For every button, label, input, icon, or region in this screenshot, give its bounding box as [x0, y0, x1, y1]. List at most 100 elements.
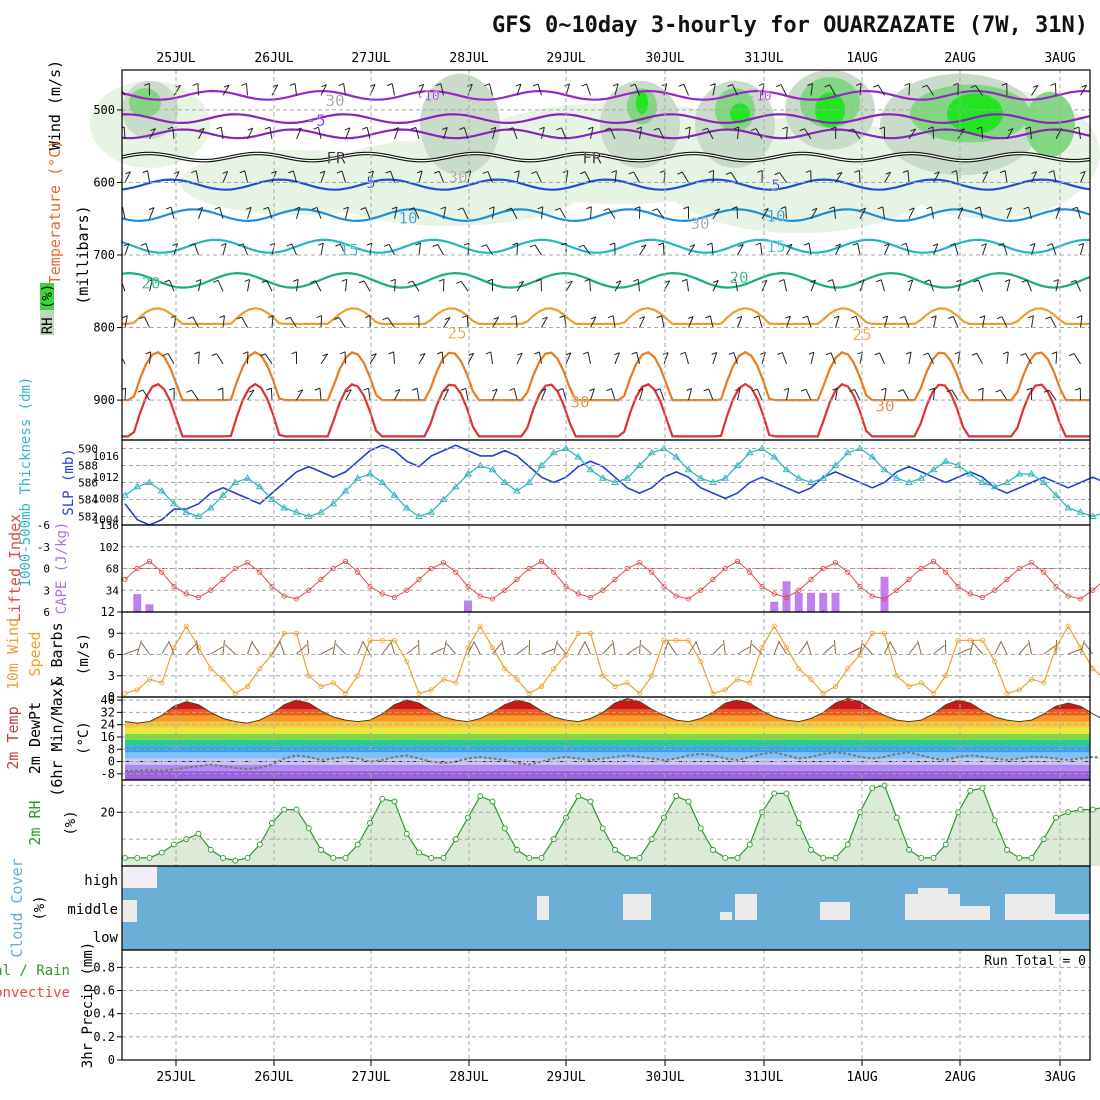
upper-wind-barb — [245, 83, 248, 96]
upper-wind-barb-flag — [1078, 242, 1084, 246]
wind-speed-point — [771, 623, 777, 629]
upper-wind-barb-flag — [981, 243, 987, 247]
cloud-patch — [122, 866, 157, 888]
precip-tick-0.8: 0.8 — [93, 960, 115, 974]
upper-wind-barb-flag — [735, 387, 741, 391]
upper-wind-barb — [222, 171, 229, 183]
thickness-point — [451, 482, 460, 490]
upper-wind-barb — [198, 351, 200, 364]
thickness-point — [182, 508, 191, 515]
wind-barb — [1068, 648, 1082, 655]
upper-wind-barb — [907, 170, 910, 183]
upper-wind-barb-flag — [807, 83, 813, 86]
rh-shade-8 — [600, 80, 680, 168]
upper-wind-barb — [172, 126, 175, 139]
upper-wind-barb — [143, 316, 150, 328]
wind-barb — [224, 644, 236, 655]
upper-wind-barb — [731, 84, 738, 96]
upper-wind-barb — [976, 352, 983, 365]
wind-tick-6: 6 — [108, 648, 115, 662]
upper-wind-barb-flag — [755, 242, 761, 246]
upper-wind-barb — [390, 170, 395, 183]
rh-point — [1077, 806, 1084, 813]
upper-wind-barb-flag — [512, 242, 518, 246]
li-point — [538, 558, 545, 564]
upper-wind-barb — [270, 388, 273, 401]
wind-barb — [553, 640, 558, 655]
rh-point — [734, 854, 741, 861]
upper-wind-barb-flag — [731, 206, 738, 210]
upper-wind-barb-flag — [1045, 316, 1051, 320]
upper-wind-barb — [633, 171, 640, 183]
upper-wind-barb — [590, 127, 594, 140]
upper-wind-barb — [320, 353, 329, 365]
upper-wind-barb-flag — [810, 279, 816, 283]
thickness-tick-588: 588 — [78, 460, 98, 473]
upper-wind-barb — [561, 127, 567, 140]
pressure-tick-600: 600 — [93, 175, 115, 189]
temp-line — [124, 697, 1100, 724]
upper-wind-barb — [1006, 351, 1009, 364]
date-label-bottom-31JUL: 31JUL — [744, 1070, 783, 1085]
upper-wind-barb — [1080, 315, 1083, 328]
upper-wind-barb-flag — [750, 128, 757, 131]
upper-wind-barb-flag — [710, 83, 716, 87]
upper-wind-barb-flag — [736, 315, 742, 319]
thickness-point — [843, 448, 852, 456]
li-point — [367, 584, 373, 590]
upper-left-label-temp: Temperature (°C) — [46, 140, 64, 285]
wind-speed-point — [624, 680, 630, 686]
upper-wind-barb — [194, 243, 199, 256]
upper-wind-barb — [320, 84, 327, 96]
upper-wind-barb — [314, 280, 322, 292]
date-label-bottom-27JUL: 27JUL — [351, 1070, 390, 1085]
upper-wind-barb-flag — [361, 126, 368, 130]
upper-wind-barb-flag — [297, 389, 303, 393]
upper-wind-barb-flag — [418, 83, 424, 87]
upper-wind-barb — [706, 128, 714, 140]
upper-wind-barb-flag — [949, 242, 956, 246]
thickness-point — [672, 453, 681, 460]
wind-speed-point — [747, 680, 753, 686]
upper-wind-barb-flag — [1025, 126, 1031, 130]
upper-wind-barb — [338, 317, 346, 328]
date-label-bottom-25JUL: 25JUL — [156, 1070, 195, 1085]
upper-wind-barb-flag — [271, 170, 277, 174]
rh-area — [125, 785, 1100, 866]
upper-wind-barb — [441, 351, 444, 364]
chart-title: GFS 0~10day 3-hourly for OUARZAZATE (7W,… — [492, 13, 1088, 38]
upper-wind-barb-flag — [662, 352, 669, 356]
upper-wind-barb-flag — [150, 128, 156, 131]
thickness-point — [880, 465, 889, 473]
upper-wind-barb-flag — [582, 351, 589, 355]
wind-barb — [994, 641, 1002, 655]
thickness-point — [549, 448, 558, 456]
upper-wind-barb-flag — [607, 315, 614, 319]
thickness-point — [1015, 470, 1024, 477]
upper-wind-barb — [443, 206, 447, 219]
cloud-patch — [918, 888, 948, 896]
wind-speed-point — [538, 683, 545, 689]
wind-barb — [516, 645, 529, 655]
upper-wind-barb-flag — [468, 352, 474, 356]
upper-wind-barb — [345, 206, 349, 219]
wind-barb — [626, 645, 640, 655]
upper-wind-barb — [977, 279, 983, 292]
upper-wind-barb-flag — [559, 315, 565, 319]
thickness-point — [696, 474, 705, 481]
upper-wind-barb-flag — [634, 206, 641, 210]
upper-wind-barb-flag — [589, 388, 595, 392]
upper-wind-barb-flag — [137, 389, 144, 393]
upper-wind-barb — [1006, 279, 1011, 292]
date-label-bottom-28JUL: 28JUL — [449, 1070, 488, 1085]
upper-wind-barb — [884, 171, 892, 183]
rh-point — [428, 854, 435, 861]
rh-left-label: 2m RH — [26, 800, 44, 845]
upper-wind-barb — [927, 352, 934, 365]
rh-point — [820, 854, 827, 861]
isotherm-5 — [122, 178, 1090, 191]
upper-wind-barb-flag — [517, 352, 523, 356]
upper-wind-barb-flag — [976, 126, 982, 130]
upper-wind-barb-flag — [114, 353, 119, 355]
upper-wind-barb-flag — [319, 170, 326, 174]
